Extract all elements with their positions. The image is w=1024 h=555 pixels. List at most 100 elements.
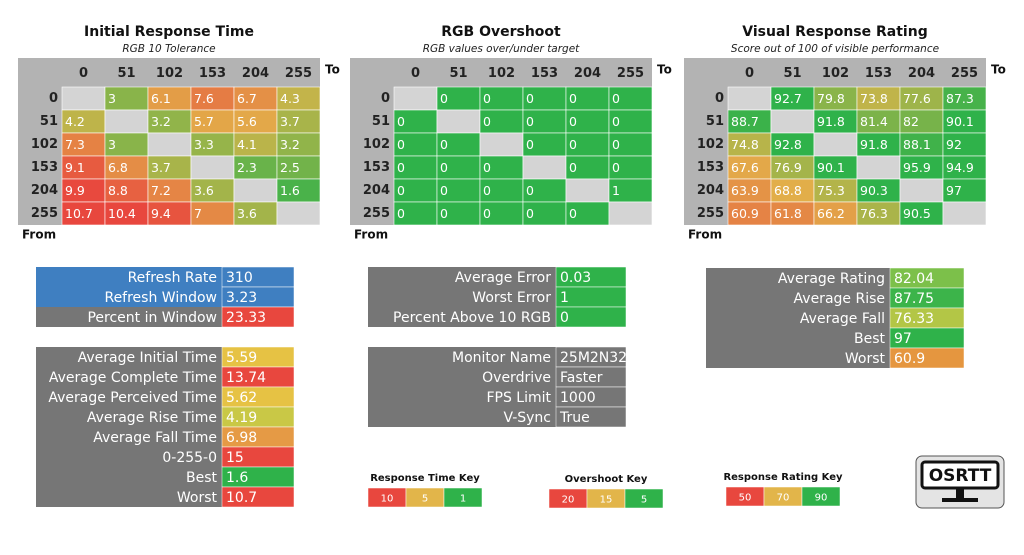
cell-value: 63.9 [731,183,759,198]
logo-base [942,498,978,502]
from-label: From [688,228,722,242]
matrix-cell [727,86,772,111]
cell-value: 10.7 [65,206,93,221]
cell-value: 0 [612,114,620,129]
cell-value: 3.7 [280,114,300,129]
matrix-header-bg [350,58,652,87]
stat-value-bg [221,486,295,508]
stat-label: Worst [177,490,218,506]
stat-label-bg [36,287,222,307]
stat-label-bg [706,308,890,328]
key-title: Overshoot Key [565,474,648,485]
matrix-cell [770,109,815,134]
matrix-cell [147,132,192,157]
stat-label-bg [368,387,556,407]
stat-value: 10.7 [226,490,257,506]
cell-value: 9.4 [151,206,171,221]
matrix-rowhead-bg [350,60,394,225]
key-swatch [624,488,664,509]
stat-label: Average Error [455,270,551,286]
stat-label-bg [36,427,222,447]
matrix-title: Initial Response Time [84,24,254,40]
from-label: From [22,228,56,242]
stat-value-bg [889,347,965,369]
stat-label-bg [706,268,890,288]
stat-value-bg [221,306,295,328]
key-value: 15 [600,495,613,506]
stat-value: 76.33 [894,311,934,327]
stat-label-bg [368,267,556,287]
stat-value: 4.19 [226,410,257,426]
cell-value: 0 [483,160,491,175]
cell-value: 94.9 [946,160,974,175]
row-header: 0 [49,91,58,106]
matrix-title: RGB Overshoot [441,24,561,40]
stat-label: Best [186,470,218,486]
stat-label: Average Initial Time [78,350,217,366]
stat-label: Best [854,331,886,347]
column-header: 102 [156,66,183,81]
key-title: Response Time Key [370,473,480,484]
cell-value: 6.8 [108,160,128,175]
cell-value: 0 [569,160,577,175]
row-header: 51 [40,114,58,129]
column-header: 153 [199,66,226,81]
stat-label-bg [706,328,890,348]
cell-value: 7.2 [151,183,171,198]
cell-value: 74.8 [731,137,759,152]
stat-label-bg [706,288,890,308]
cell-value: 0 [397,183,405,198]
row-header: 204 [697,183,724,198]
cell-value: 3 [108,91,116,106]
cell-value: 82 [903,114,919,129]
cell-value: 90.1 [817,160,845,175]
matrix-header-bg [684,58,986,87]
stat-label: Average Rise Time [87,410,217,426]
cell-value: 77.6 [903,91,931,106]
stat-value: 87.75 [894,291,934,307]
key-value: 90 [815,493,828,504]
stat-label-bg [36,407,222,427]
cell-value: 9.9 [65,183,85,198]
key-value: 5 [641,495,647,506]
cell-value: 2.5 [280,160,300,175]
cell-value: 0 [612,160,620,175]
stat-label-bg [36,267,222,287]
matrix-cell [856,155,901,180]
cell-value: 6.1 [151,91,171,106]
cell-value: 4.1 [237,137,257,152]
cell-value: 4.3 [280,91,300,106]
cell-value: 0 [526,114,534,129]
stat-value: 0 [560,310,569,326]
to-label: To [657,63,672,77]
cell-value: 0 [483,206,491,221]
key-value: 5 [422,494,428,505]
stat-label-bg [368,347,556,367]
cell-value: 0 [397,114,405,129]
row-header: 51 [706,114,724,129]
stat-value: 3.23 [226,290,257,306]
cell-value: 60.9 [731,206,759,221]
cell-value: 95.9 [903,160,931,175]
cell-value: 5.6 [237,114,257,129]
cell-value: 97 [946,183,962,198]
stat-label: Average Fall Time [93,430,217,446]
stat-label: FPS Limit [486,390,551,406]
stat-value: 1000 [560,390,596,406]
cell-value: 3.7 [151,160,171,175]
stat-value: 310 [226,270,253,286]
cell-value: 76.3 [860,206,888,221]
key-value: 70 [777,493,790,504]
stat-label-bg [368,307,556,327]
cell-value: 0 [397,160,405,175]
cell-value: 7.3 [65,137,85,152]
cell-value: 0 [483,91,491,106]
column-header: 51 [783,66,801,81]
column-header: 204 [574,66,601,81]
column-header: 204 [908,66,935,81]
stat-label: 0-255-0 [162,450,217,466]
cell-value: 0 [440,91,448,106]
column-header: 0 [745,66,754,81]
cell-value: 0 [440,137,448,152]
